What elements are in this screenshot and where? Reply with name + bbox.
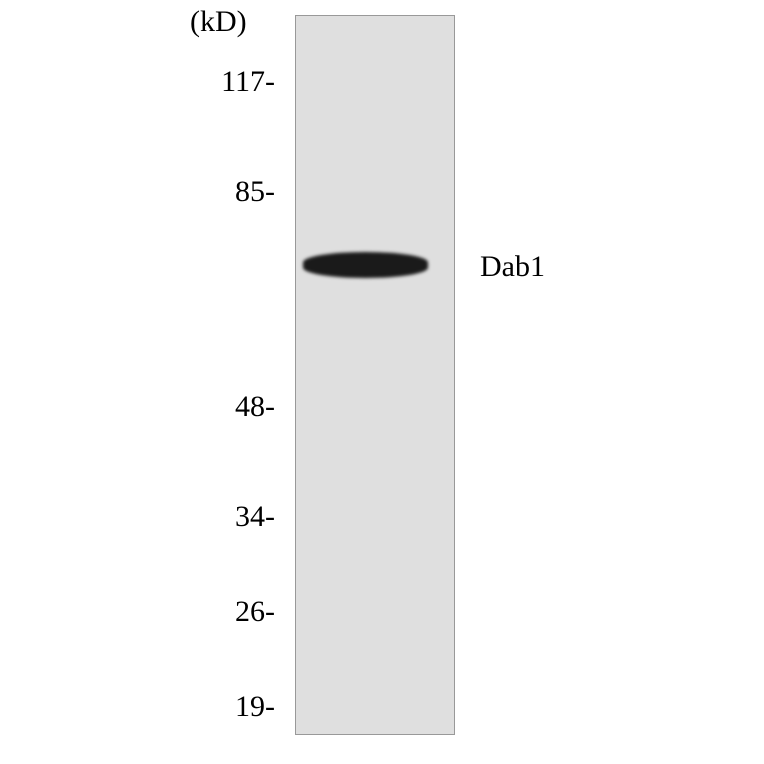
marker-label-26: 26-	[235, 595, 275, 629]
marker-label-34: 34-	[235, 500, 275, 534]
protein-band	[303, 252, 428, 278]
unit-label: (kD)	[190, 5, 247, 39]
blot-lane	[295, 15, 455, 735]
marker-label-85: 85-	[235, 175, 275, 209]
marker-label-48: 48-	[235, 390, 275, 424]
western-blot-figure: (kD) 117- 85- 48- 34- 26- 19- Dab1	[0, 0, 764, 764]
marker-label-19: 19-	[235, 690, 275, 724]
protein-name-label: Dab1	[480, 250, 545, 284]
marker-label-117: 117-	[221, 65, 275, 99]
